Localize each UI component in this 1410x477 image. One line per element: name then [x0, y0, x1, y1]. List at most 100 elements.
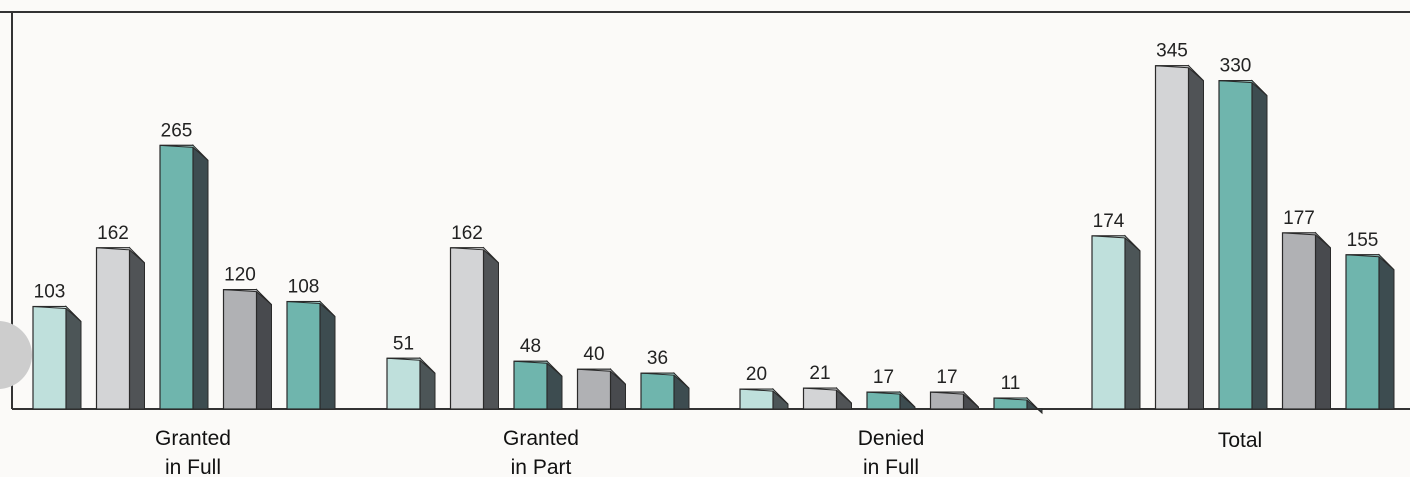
- bar-top: [1091, 235, 1141, 252]
- bar-top: [577, 368, 626, 385]
- bar: 20: [739, 364, 789, 410]
- bar: 48: [513, 336, 563, 410]
- bar-side: [1378, 253, 1395, 410]
- bar-value-label: 40: [583, 344, 604, 365]
- bar-front: [159, 144, 194, 410]
- bar-side: [256, 288, 272, 410]
- bar-value-label: 103: [34, 282, 66, 303]
- bar: 120: [222, 265, 272, 410]
- bar-value-label: 174: [1093, 211, 1125, 232]
- bar-top: [513, 360, 563, 377]
- bar-value-label: 21: [809, 363, 830, 384]
- bar-front: [739, 388, 774, 410]
- category-label: in Full: [863, 456, 919, 477]
- bar-front: [1281, 232, 1317, 410]
- bar: 108: [286, 277, 336, 410]
- bar-front: [1154, 65, 1190, 410]
- bar-value-label: 177: [1283, 208, 1315, 229]
- bar-value-label: 11: [1001, 373, 1021, 394]
- bar-value-label: 155: [1347, 230, 1379, 251]
- bar-front: [866, 391, 901, 410]
- bar: 40: [576, 344, 626, 410]
- bar-side: [1315, 231, 1331, 410]
- bar-side: [1251, 79, 1268, 410]
- bar: 11: [993, 373, 1043, 415]
- bar-front: [1218, 80, 1253, 410]
- bar-top: [930, 391, 979, 408]
- bar-front: [449, 247, 485, 410]
- bar-top: [32, 306, 82, 322]
- bar: 162: [449, 223, 499, 410]
- category-label: Granted: [155, 427, 231, 450]
- bar: 345: [1154, 41, 1204, 410]
- bar: 17: [929, 367, 979, 410]
- bar-front: [1345, 254, 1380, 410]
- bar-top: [640, 372, 690, 389]
- bar: 155: [1345, 230, 1395, 410]
- bar-top: [159, 144, 209, 161]
- bar-top: [1282, 232, 1331, 249]
- bar: 162: [95, 223, 145, 410]
- bar-front: [640, 372, 675, 410]
- bar-top: [286, 301, 336, 317]
- category-label: Denied: [858, 427, 925, 450]
- bar: 17: [866, 367, 916, 410]
- bar-value-label: 345: [1156, 41, 1188, 62]
- bar-front: [95, 247, 131, 410]
- bar-top: [803, 387, 852, 404]
- category-label: in Part: [511, 456, 572, 477]
- bar-top: [866, 391, 916, 408]
- bar-value-label: 120: [224, 265, 256, 286]
- category-labels: Granted in Full Granted in Part Denied in Ful…: [155, 427, 1262, 477]
- bar-value-label: 162: [451, 223, 483, 244]
- punch-hole: [0, 321, 32, 389]
- bar: 103: [32, 282, 82, 410]
- bar-value-label: 330: [1220, 56, 1252, 77]
- bar-top: [1218, 80, 1268, 97]
- bar-value-label: 20: [746, 364, 767, 385]
- bar-side: [610, 367, 626, 410]
- bar-front: [576, 368, 612, 410]
- bar-value-label: 36: [647, 348, 668, 369]
- bar-side: [483, 246, 499, 410]
- bar-value-label: 48: [520, 336, 541, 357]
- bar-front: [286, 300, 321, 410]
- bar-top: [223, 289, 272, 305]
- bar: 265: [159, 120, 209, 410]
- category-label: Total: [1218, 429, 1262, 452]
- bar-value-label: 17: [936, 367, 957, 388]
- bar-value-label: 51: [393, 333, 414, 354]
- bar-side: [673, 371, 690, 410]
- bar-side: [129, 246, 145, 410]
- bar-front: [222, 289, 258, 410]
- bar: 51: [386, 333, 436, 410]
- bar-front: [1091, 235, 1126, 410]
- category-label: in Full: [165, 456, 221, 477]
- chart-bars: 103 162 265 120 108 51 162 48 40 36 20 21 17 17 11 174 3…: [32, 41, 1395, 415]
- bar: 21: [802, 363, 852, 410]
- category-label: Granted: [503, 427, 579, 450]
- bar-top: [450, 247, 499, 264]
- bar-value-label: 108: [288, 277, 320, 298]
- bar: 174: [1091, 211, 1141, 410]
- bar-top: [386, 357, 436, 374]
- bar-top: [96, 247, 145, 264]
- bar-value-label: 265: [161, 120, 193, 141]
- bar-front: [32, 305, 67, 410]
- bar-top: [993, 397, 1043, 414]
- bar: 177: [1281, 208, 1331, 410]
- bar-side: [65, 305, 82, 410]
- bar-front: [802, 387, 838, 410]
- bar-front: [386, 357, 421, 410]
- bar-front: [513, 360, 548, 410]
- bar: 330: [1218, 56, 1268, 410]
- bar-side: [1124, 234, 1141, 410]
- bar: 36: [640, 348, 690, 410]
- bar-value-label: 162: [97, 223, 129, 244]
- bar-top: [1155, 65, 1204, 82]
- bar-side: [192, 144, 209, 410]
- bar-side: [1188, 64, 1204, 410]
- bar-value-label: 17: [873, 367, 894, 388]
- bar-top: [1345, 254, 1395, 271]
